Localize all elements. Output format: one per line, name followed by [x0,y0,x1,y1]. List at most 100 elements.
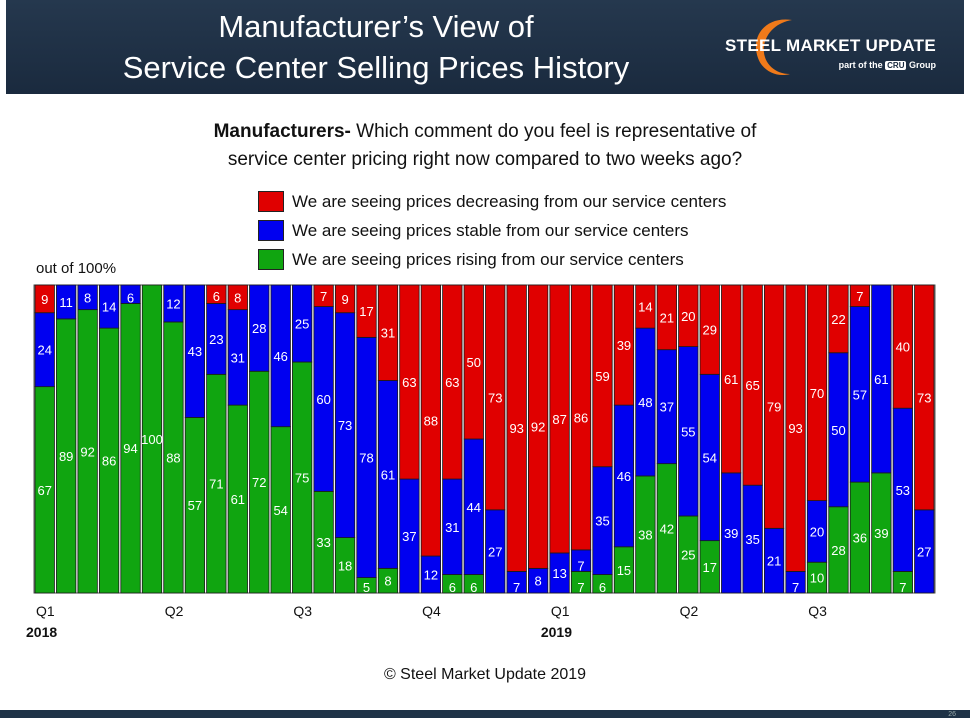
data-label-rising-1: 89 [59,449,73,464]
data-label-rising-9: 61 [231,492,245,507]
bar-stable-6 [163,284,184,323]
data-label-decreasing-27: 39 [617,338,631,353]
plot-area [33,284,936,594]
data-label-rising-10: 72 [252,475,266,490]
legend-swatch-stable [258,220,284,241]
data-label-rising-39: 39 [874,526,888,541]
bar-decreasing-25 [570,284,592,551]
data-label-rising-12: 75 [295,471,309,486]
data-label-stable-3: 14 [102,300,116,315]
data-label-rising-25: 7 [577,580,584,595]
bar-decreasing-29 [656,284,677,351]
x-tick-label-0: Q1 [36,603,55,619]
legend-swatch-decreasing [258,191,284,212]
x-tick-label-2: Q3 [293,603,312,619]
question-line-1: Which comment do you feel is representat… [350,121,757,142]
stacked-bar-chart: 6724989119288614946100881257437123661318… [26,284,936,640]
data-label-rising-27: 15 [617,563,631,578]
data-label-stable-24: 13 [552,566,566,581]
bar-decreasing-26 [592,284,613,468]
data-label-rising-3: 86 [102,454,116,469]
question-lead: Manufacturers- [213,121,351,142]
data-label-stable-21: 27 [488,544,502,559]
data-label-decreasing-17: 63 [402,375,416,390]
data-label-decreasing-21: 73 [488,390,502,405]
bar-decreasing-36 [806,284,828,502]
bar-decreasing-38 [849,284,871,307]
data-label-stable-36: 20 [810,524,824,539]
brand-badge: CRU [885,61,907,70]
brand-name: STEEL MARKET UPDATE [725,36,936,55]
data-label-decreasing-25: 86 [574,410,588,425]
data-label-stable-33: 35 [745,532,759,547]
legend-item-decreasing: We are seeing prices decreasing from our… [258,187,726,216]
x-year-label-0: 2018 [26,624,57,640]
data-label-stable-15: 78 [359,450,373,465]
header-banner: Manufacturer’s View of Service Center Se… [6,0,964,94]
data-label-stable-1: 11 [59,295,73,310]
data-label-stable-28: 48 [638,395,652,410]
chart-legend: We are seeing prices decreasing from our… [258,187,726,274]
x-tick-label-4: Q1 [551,603,570,619]
bar-decreasing-24 [549,284,570,554]
data-label-decreasing-30: 20 [681,309,695,324]
data-label-decreasing-28: 14 [638,300,652,315]
data-label-decreasing-0: 9 [41,292,48,307]
data-label-stable-23: 8 [535,574,542,589]
bar-decreasing-15 [356,284,377,338]
bar-stable-11 [270,284,291,428]
bar-decreasing-19 [442,284,463,480]
brand-logo: STEEL MARKET UPDATE part of the CRU Grou… [725,36,936,70]
legend-label-decreasing: We are seeing prices decreasing from our… [292,191,727,211]
bar-decreasing-30 [678,284,699,347]
data-label-decreasing-35: 93 [788,421,802,436]
data-label-stable-10: 28 [252,321,266,336]
bar-decreasing-17 [399,284,420,480]
bar-decreasing-32 [721,284,742,474]
bar-decreasing-8 [206,284,227,304]
bar-decreasing-23 [528,284,549,569]
data-label-rising-38: 36 [853,531,867,546]
data-label-decreasing-18: 88 [424,414,438,429]
bar-stable-3 [98,284,120,329]
data-label-rising-11: 54 [273,503,287,518]
footer-bar [0,710,970,718]
data-label-decreasing-16: 31 [381,326,395,341]
bar-decreasing-13 [313,284,334,307]
data-label-stable-41: 27 [917,544,931,559]
legend-item-stable: We are seeing prices stable from our ser… [258,216,726,245]
data-label-decreasing-20: 50 [467,355,481,370]
data-label-decreasing-36: 70 [810,386,824,401]
brand-swoosh-icon [755,19,792,76]
bar-stable-7 [184,284,206,418]
title-line-2: Service Center Selling Prices History [122,50,630,85]
data-label-rising-2: 92 [80,444,94,459]
data-label-decreasing-29: 21 [660,310,674,325]
bar-decreasing-33 [742,284,763,486]
data-label-stable-0: 24 [37,343,51,358]
bar-decreasing-31 [699,284,720,375]
x-tick-label-3: Q4 [422,603,441,619]
data-label-stable-13: 60 [316,392,330,407]
bar-decreasing-27 [613,284,635,406]
bar-decreasing-0 [34,284,55,314]
bar-decreasing-37 [828,284,849,354]
data-label-stable-39: 61 [874,372,888,387]
bar-decreasing-21 [485,284,506,511]
data-label-decreasing-31: 29 [703,323,717,338]
legend-label-rising: We are seeing prices rising from our ser… [292,249,684,269]
page-number: 26 [948,711,956,718]
data-label-stable-25: 7 [577,558,584,573]
bar-decreasing-14 [334,284,356,314]
data-label-stable-12: 25 [295,317,309,332]
data-label-rising-28: 38 [638,527,652,542]
data-label-stable-20: 44 [467,500,481,515]
data-label-decreasing-32: 61 [724,372,738,387]
data-label-stable-16: 61 [381,467,395,482]
bar-decreasing-22 [506,284,527,572]
x-tick-label-1: Q2 [165,603,184,619]
brand-sub-prefix: part of the [838,60,883,70]
data-label-stable-40: 53 [896,483,910,498]
bar-decreasing-40 [892,284,913,409]
bar-stable-10 [249,284,270,372]
